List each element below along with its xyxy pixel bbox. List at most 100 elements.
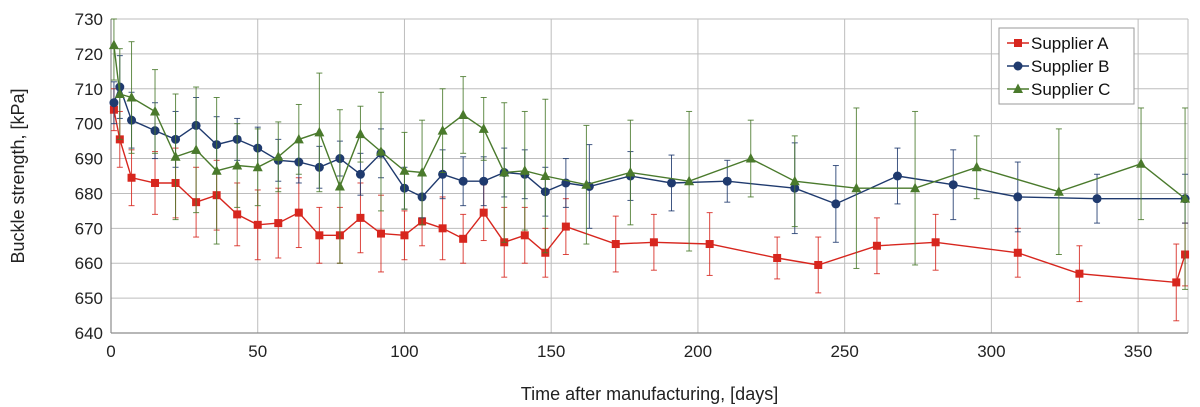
data-point (892, 171, 902, 181)
data-point (1172, 278, 1181, 287)
data-point (126, 92, 137, 102)
y-tick-label: 660 (75, 254, 103, 273)
data-point (355, 169, 365, 179)
data-point (611, 240, 620, 249)
y-tick-label: 670 (75, 219, 103, 238)
data-point (684, 175, 695, 186)
data-point (151, 178, 160, 187)
x-tick-label: 150 (537, 342, 565, 361)
data-point (191, 144, 202, 154)
data-point (831, 199, 841, 209)
data-point (705, 240, 714, 249)
data-point (273, 151, 284, 161)
data-point (315, 231, 324, 240)
x-tick-label: 100 (390, 342, 418, 361)
data-point (459, 234, 468, 243)
data-point (773, 253, 782, 262)
series-group (108, 18, 1191, 322)
data-point (1136, 158, 1147, 168)
data-point (581, 179, 592, 189)
data-point (872, 241, 881, 250)
data-point (437, 125, 448, 135)
data-point (334, 180, 345, 191)
x-tick-label: 250 (830, 342, 858, 361)
data-point (252, 161, 263, 172)
data-point (399, 165, 410, 175)
data-point (376, 229, 385, 238)
y-tick-label: 730 (75, 10, 103, 29)
y-tick-label: 680 (75, 184, 103, 203)
data-point (789, 175, 800, 186)
data-point (1075, 269, 1084, 278)
series-line (113, 109, 1186, 284)
legend-label: Supplier C (1031, 80, 1110, 99)
data-point (519, 165, 530, 175)
data-point (355, 128, 366, 139)
data-point (540, 170, 551, 180)
data-point (293, 133, 304, 144)
data-point (561, 222, 570, 231)
data-point (971, 161, 982, 172)
data-point (356, 213, 365, 222)
data-point (814, 260, 823, 269)
data-point (232, 160, 243, 170)
data-point (910, 182, 921, 193)
data-point (253, 220, 262, 229)
series-line (113, 45, 1186, 200)
data-point (150, 105, 161, 116)
x-tick-label: 0 (106, 342, 115, 361)
legend-label: Supplier B (1031, 57, 1109, 76)
y-tick-label: 720 (75, 45, 103, 64)
data-point (745, 153, 756, 163)
data-point (458, 176, 468, 186)
x-tick-label: 300 (977, 342, 1005, 361)
data-point (274, 219, 283, 228)
data-point (417, 167, 428, 177)
data-point (294, 208, 303, 217)
data-point (114, 88, 125, 99)
data-point (499, 167, 510, 177)
data-point (1053, 186, 1064, 196)
data-point (625, 167, 636, 177)
data-point (108, 39, 119, 50)
data-point (1180, 193, 1191, 203)
data-point (1013, 192, 1023, 202)
data-point (479, 176, 489, 186)
data-point (722, 176, 732, 186)
legend-marker (1013, 61, 1023, 71)
data-point (1013, 248, 1022, 257)
y-tick-label: 700 (75, 115, 103, 134)
series-supplier-c (108, 18, 1191, 290)
data-point (400, 231, 409, 240)
series-line (113, 84, 1186, 205)
data-point (649, 238, 658, 247)
y-axis-title: Buckle strength, [kPa] (8, 88, 28, 263)
data-point (438, 169, 448, 179)
data-point (851, 182, 862, 193)
legend-label: Supplier A (1031, 34, 1109, 53)
data-point (479, 208, 488, 217)
legend-marker (1013, 83, 1023, 93)
legend-marker (1014, 39, 1022, 47)
data-point (667, 178, 677, 188)
y-tick-label: 640 (75, 324, 103, 343)
x-axis-title: Time after manufacturing, [days] (521, 384, 778, 404)
data-point (127, 173, 136, 182)
data-point (1092, 194, 1102, 204)
y-tick-label: 650 (75, 289, 103, 308)
data-point (458, 109, 469, 119)
y-tick-label: 710 (75, 80, 103, 99)
data-point (109, 98, 119, 108)
data-point (438, 224, 447, 233)
data-point (948, 180, 958, 190)
y-tick-label: 690 (75, 150, 103, 169)
data-point (520, 231, 529, 240)
x-tick-label: 50 (248, 342, 267, 361)
x-tick-label: 200 (684, 342, 712, 361)
legend: Supplier A Supplier B Supplier C (998, 27, 1135, 105)
data-point (478, 123, 489, 133)
data-point (211, 165, 222, 175)
data-point (931, 238, 940, 247)
data-point (314, 126, 325, 137)
